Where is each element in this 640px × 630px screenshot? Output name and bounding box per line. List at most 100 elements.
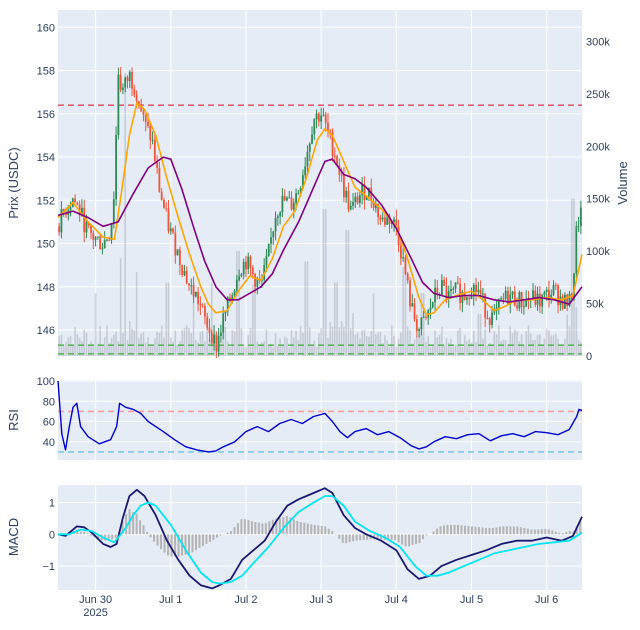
macd-hist-bar: [341, 534, 344, 543]
volume-bar: [167, 282, 170, 356]
candle-body: [409, 280, 411, 307]
rsi-tick-label: 60: [43, 417, 55, 429]
candle-body: [468, 297, 471, 299]
candle-body: [215, 334, 218, 352]
volume-bar: [149, 345, 152, 356]
candle-body: [470, 296, 473, 299]
volume-bar: [240, 328, 243, 356]
candle-body: [210, 332, 213, 344]
candle-body: [543, 292, 546, 295]
candle-body: [117, 74, 120, 136]
candle-body: [106, 239, 108, 241]
candle-body: [445, 285, 448, 299]
candle-body: [213, 334, 215, 344]
rsi-panel-bg: [58, 380, 582, 460]
price-tick-label: 148: [37, 282, 55, 294]
volume-bar: [322, 209, 325, 356]
macd-hist-bar: [505, 526, 508, 535]
volume-bar: [575, 307, 578, 356]
macd-hist-bar: [254, 521, 257, 535]
rsi-axis-title: RSI: [6, 409, 21, 431]
candle-body: [279, 212, 282, 217]
volume-bar: [74, 327, 76, 356]
rsi-tick-label: 40: [43, 437, 55, 449]
macd-hist-bar: [236, 523, 239, 535]
volume-bar: [352, 313, 354, 356]
volume-bar: [286, 338, 288, 356]
volume-bar: [324, 209, 327, 356]
macd-hist-bar: [107, 534, 110, 541]
macd-hist-bar: [317, 525, 320, 535]
volume-bar: [390, 325, 393, 356]
macd-hist-bar: [320, 525, 323, 535]
candle-body: [311, 134, 313, 144]
macd-tick-label: 0: [49, 529, 55, 541]
volume-bar: [224, 326, 227, 356]
volume-bar: [154, 338, 156, 356]
macd-line: [57, 487, 583, 590]
candle-body: [338, 165, 341, 175]
candle-body: [363, 184, 366, 201]
gridlines: [58, 10, 582, 590]
candle-body: [320, 115, 323, 122]
candle-body: [315, 113, 318, 120]
volume-bar: [254, 284, 256, 356]
volume-bar: [450, 338, 452, 356]
macd-hist-bar: [324, 526, 327, 535]
candle-body: [81, 207, 83, 216]
candle-body: [131, 71, 133, 89]
candle-body: [349, 205, 352, 210]
candle-body: [509, 294, 512, 305]
macd-hist-bar: [90, 534, 93, 536]
macd-hist-bar: [219, 534, 222, 536]
candle-body: [554, 285, 557, 287]
candle-body: [456, 282, 459, 284]
volume-bar: [199, 331, 202, 356]
volume-bar: [290, 330, 293, 356]
candle-body: [500, 298, 503, 300]
macd-hist-bar: [299, 522, 302, 535]
candle-body: [224, 311, 227, 314]
macd-hist-bar: [439, 526, 442, 535]
price-tick-label: 152: [37, 195, 55, 207]
candle-body: [504, 290, 507, 299]
candle-body: [188, 283, 190, 286]
macd-hist-bar: [397, 534, 400, 543]
rsi-line: [57, 380, 583, 453]
candle-body: [365, 196, 368, 201]
candle-body: [538, 293, 541, 307]
candle-body: [566, 294, 569, 307]
candle-body: [270, 237, 272, 244]
macd-hist-bar: [240, 519, 243, 535]
volume-bar: [108, 343, 111, 356]
volume-bar: [263, 340, 265, 356]
volume-bar: [206, 325, 209, 356]
candle-body: [254, 274, 256, 287]
volume-bar: [311, 346, 313, 356]
candle-body: [165, 208, 168, 210]
rsi-reference-lines: [58, 410, 582, 453]
volume-bar: [443, 345, 445, 356]
signal-line: [58, 495, 583, 585]
macd-hist-bar: [551, 530, 554, 535]
candle-body: [181, 265, 184, 275]
macd-hist-bar: [415, 534, 418, 544]
volume-bar: [411, 343, 414, 356]
volume-bar: [277, 345, 279, 356]
candle-body: [579, 207, 582, 227]
volume-bar: [425, 341, 427, 356]
volume-bar: [377, 332, 379, 356]
macd-hist-bar: [526, 528, 529, 535]
price-tick-label: 150: [37, 239, 55, 251]
candle-body: [548, 289, 550, 301]
volume-bar: [436, 337, 439, 356]
macd-hist-bar: [460, 525, 463, 535]
volume-bar: [361, 330, 363, 356]
candle-body: [299, 188, 302, 193]
candle-body: [516, 305, 518, 309]
volume-bar: [457, 330, 459, 356]
candle-body: [122, 87, 124, 90]
candle-body: [372, 200, 375, 208]
candle-body: [267, 243, 270, 256]
volume-bar: [343, 326, 345, 356]
